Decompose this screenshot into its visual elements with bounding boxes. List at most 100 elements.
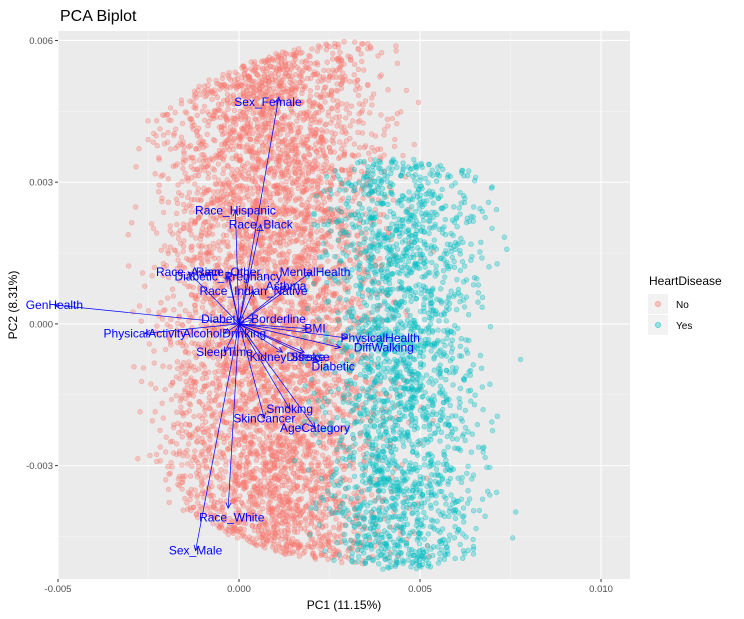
data-point [288,464,294,470]
data-point [271,248,277,254]
data-point [263,421,269,427]
data-point [222,469,229,475]
data-point [254,136,260,143]
data-point [226,391,232,397]
data-point [339,57,345,64]
data-point [327,532,333,538]
data-point [218,189,225,196]
data-point [264,273,270,279]
data-point [153,451,160,458]
data-point [415,99,422,106]
data-point [233,496,239,502]
data-point [355,119,361,125]
data-point [302,64,308,70]
data-point [272,287,278,294]
data-point [157,427,163,433]
data-point [297,374,303,380]
data-point [358,109,364,116]
data-point [344,286,351,292]
data-point [195,197,201,203]
data-point [297,519,304,526]
data-point [215,222,221,228]
data-point [167,228,173,234]
scatter-points [125,38,524,572]
data-point [282,527,288,534]
data-point [332,547,338,554]
data-point [227,484,233,491]
data-point [336,113,343,120]
data-point [240,211,247,218]
data-point [231,95,237,101]
data-point [239,500,246,507]
data-point [260,149,266,155]
data-point [298,510,304,517]
data-point [204,109,211,115]
data-point [207,437,213,443]
data-point [360,493,366,500]
data-point [315,184,321,190]
data-point [138,318,145,324]
data-point [214,94,221,101]
data-point [262,545,268,551]
data-point [266,235,272,242]
data-point [319,345,325,351]
data-point [290,470,296,476]
data-point [343,223,349,229]
data-point [222,359,229,365]
data-point [224,118,230,124]
data-point [297,379,303,385]
data-point [179,479,185,486]
data-point [175,476,182,482]
data-point [344,351,351,357]
data-point [183,378,189,385]
data-point [251,391,258,398]
data-point [271,172,277,178]
data-point [353,374,359,380]
data-point [271,541,277,548]
data-point [193,235,199,241]
data-point [262,389,269,396]
data-point [232,381,238,387]
data-point [286,123,292,130]
data-point [214,440,220,447]
data-point [320,441,326,447]
data-point [328,466,334,472]
data-point [273,548,279,554]
data-point [228,253,234,260]
data-point [238,125,245,132]
data-point [266,189,272,196]
data-point [157,458,164,464]
data-point [285,131,291,138]
data-point [218,101,225,108]
data-point [300,142,307,149]
data-point [137,409,143,415]
data-point [268,384,274,390]
major-gridlines [57,31,630,579]
data-point [391,143,398,150]
data-point [280,126,286,133]
data-point [262,288,268,295]
data-point [296,46,302,52]
data-point [393,48,399,54]
data-point [308,495,315,502]
data-point [403,174,409,180]
data-point [187,402,194,408]
data-point [246,534,253,540]
data-point [317,175,324,181]
data-point [338,62,344,68]
data-point [167,364,173,370]
data-point [278,464,285,470]
data-point [279,449,285,455]
data-point [163,449,169,455]
data-point [309,166,316,173]
data-point [322,459,328,466]
data-point [299,69,305,75]
data-point [230,179,236,185]
data-point [302,549,308,555]
data-point [215,161,222,167]
data-point [255,124,261,130]
data-point [360,557,366,564]
data-point [367,156,374,163]
data-point [239,378,245,385]
data-point [334,88,341,94]
